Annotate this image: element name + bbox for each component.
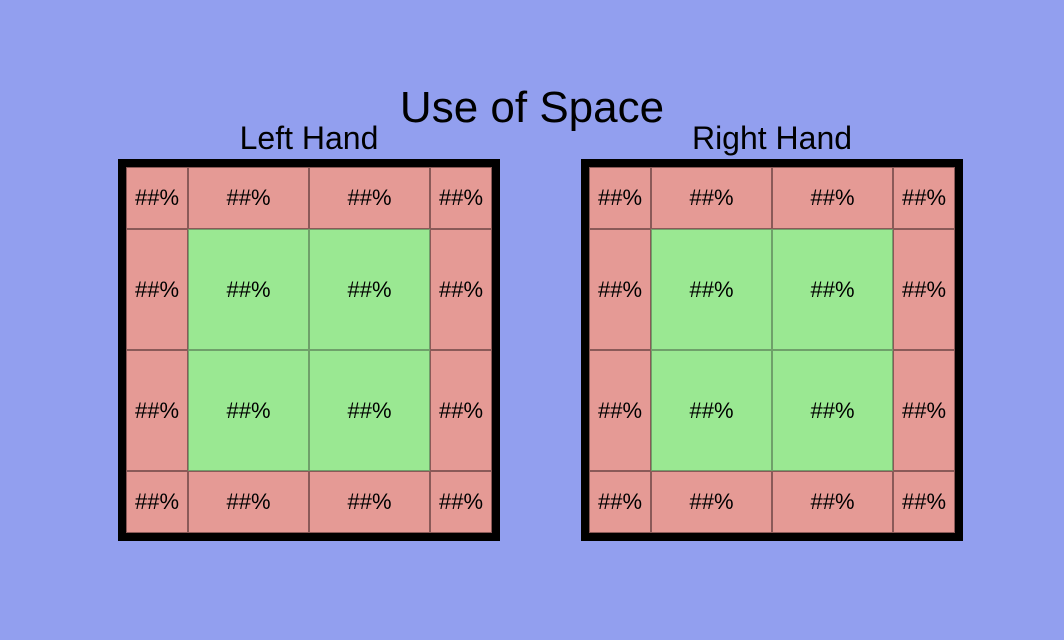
zone-cell-upper-inner-left: ##% [188,229,309,350]
zone-percentage: ##% [598,398,642,424]
zone-cell-lower-inner-right: ##% [772,350,893,471]
zone-cell-lower-inner-left: ##% [651,350,772,471]
zone-percentage: ##% [810,185,854,211]
zone-percentage: ##% [135,277,179,303]
zone-cell-top-inner-right: ##% [772,167,893,229]
zone-cell-bottom-inner-left: ##% [651,471,772,533]
zone-percentage: ##% [810,398,854,424]
zone-cell-bottom-left: ##% [589,471,651,533]
zone-percentage: ##% [689,489,733,515]
zone-percentage: ##% [439,185,483,211]
zone-cell-lower-inner-left: ##% [188,350,309,471]
zone-cell-top-right: ##% [893,167,955,229]
zone-cell-lower-right: ##% [430,350,492,471]
zone-percentage: ##% [347,185,391,211]
zone-cell-top-inner-left: ##% [188,167,309,229]
zone-cell-upper-left: ##% [126,229,188,350]
zone-cell-top-inner-right: ##% [309,167,430,229]
zone-percentage: ##% [598,185,642,211]
zone-cell-bottom-right: ##% [430,471,492,533]
zone-percentage: ##% [689,398,733,424]
zone-cell-lower-left: ##% [589,350,651,471]
zone-cell-lower-right: ##% [893,350,955,471]
zone-percentage: ##% [902,398,946,424]
zone-percentage: ##% [135,489,179,515]
zone-percentage: ##% [598,489,642,515]
zone-cell-top-left: ##% [589,167,651,229]
zone-percentage: ##% [439,277,483,303]
zone-cell-lower-inner-right: ##% [309,350,430,471]
zone-percentage: ##% [902,185,946,211]
zone-percentage: ##% [347,489,391,515]
zone-cell-upper-right: ##% [430,229,492,350]
left-hand-title: Left Hand [118,118,500,158]
zone-cell-upper-inner-right: ##% [309,229,430,350]
zone-percentage: ##% [439,398,483,424]
zone-cell-top-left: ##% [126,167,188,229]
zone-cell-top-inner-left: ##% [651,167,772,229]
zone-cell-bottom-inner-right: ##% [772,471,893,533]
zone-percentage: ##% [689,185,733,211]
zone-percentage: ##% [598,277,642,303]
zone-percentage: ##% [135,398,179,424]
zone-cell-bottom-inner-left: ##% [188,471,309,533]
zone-percentage: ##% [439,489,483,515]
zone-cell-upper-left: ##% [589,229,651,350]
zone-percentage: ##% [226,398,270,424]
zone-percentage: ##% [902,277,946,303]
zone-percentage: ##% [810,277,854,303]
zone-percentage: ##% [226,489,270,515]
zone-percentage: ##% [226,277,270,303]
zone-cell-upper-inner-left: ##% [651,229,772,350]
zone-percentage: ##% [226,185,270,211]
left-hand-grid: ##% ##% ##% ##% ##% ##% ##% ##% ##% ##% ##% ##% ##% #… [118,159,500,541]
zone-percentage: ##% [347,398,391,424]
zone-cell-bottom-left: ##% [126,471,188,533]
zone-cell-top-right: ##% [430,167,492,229]
right-hand-grid: ##% ##% ##% ##% ##% ##% ##% ##% ##% ##% ##% ##% ##% #… [581,159,963,541]
zone-cell-upper-inner-right: ##% [772,229,893,350]
zone-cell-bottom-right: ##% [893,471,955,533]
right-hand-title: Right Hand [581,118,963,158]
zone-percentage: ##% [135,185,179,211]
zone-cell-bottom-inner-right: ##% [309,471,430,533]
zone-cell-upper-right: ##% [893,229,955,350]
zone-percentage: ##% [689,277,733,303]
zone-percentage: ##% [347,277,391,303]
zone-cell-lower-left: ##% [126,350,188,471]
zone-percentage: ##% [902,489,946,515]
zone-percentage: ##% [810,489,854,515]
